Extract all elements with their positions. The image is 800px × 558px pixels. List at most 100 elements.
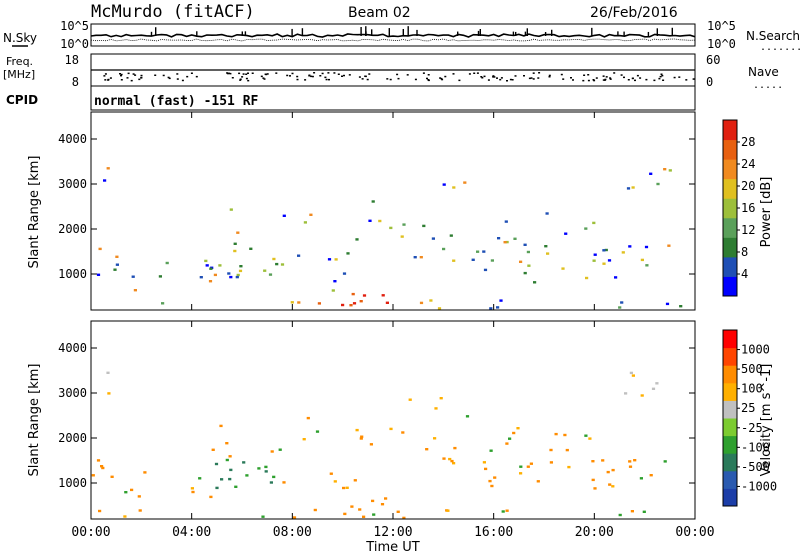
nave-marker [634,79,636,82]
nave-marker [426,77,428,80]
echo-cell [225,442,229,445]
freq-label-line1: Freq. [6,55,33,68]
echo-cell [303,221,307,224]
echo-cell [442,183,446,186]
nave-marker [325,78,328,81]
y-tick-label: 3000 [58,386,87,400]
y-tick-label: 3000 [58,177,87,191]
echo-cell [345,486,349,489]
nave-marker [481,77,484,79]
echo-cell [342,486,346,490]
echo-cell [497,237,501,240]
echo-cell [158,275,162,278]
nave-marker [386,78,389,80]
nave-marker [636,74,639,77]
echo-cell [546,252,550,255]
echo-cell [592,259,596,262]
echo-cell [439,397,443,400]
echo-cell [209,267,213,270]
echo-cell [516,427,520,430]
nave-marker [242,73,245,75]
x-tick-label: 04:00 [172,525,211,540]
echo-cell [519,465,523,468]
echo-cell [133,289,137,292]
nave-marker [140,77,143,79]
echo-cell [380,503,385,506]
echo-cell [309,213,313,216]
power-heatmap [96,167,683,310]
echo-cell [433,437,437,440]
echo-cell [355,238,359,241]
echo-cell [422,224,426,228]
echo-cell [631,374,635,377]
x-tick-label: 20:00 [575,525,614,540]
nave-label: Nave [748,65,779,79]
echo-cell [626,187,631,190]
echo-cell [639,477,643,480]
power-colorbar-label: Power [dB] [759,177,774,248]
echo-cell [496,306,500,309]
nave-marker [583,74,586,76]
echo-cell [205,264,209,267]
nave-marker [406,74,409,76]
nave-marker [604,78,607,81]
nave-marker [427,74,430,76]
nsearch-label: N.Search [746,29,800,43]
nave-marker [319,75,322,77]
echo-cell [592,221,596,225]
echo-cell [191,490,195,494]
echo-cell [389,226,393,230]
echo-cell [315,430,320,433]
echo-cell [282,214,286,217]
nave-marker [532,78,535,80]
nave-marker [107,79,110,81]
echo-cell [628,465,633,468]
nave-marker [492,75,495,77]
nave-marker [659,75,662,78]
y-tick-label: 2000 [58,431,87,445]
echo-cell [526,465,530,468]
echo-cell [378,219,382,223]
echo-cell [630,510,634,513]
echo-cell [208,280,213,283]
nave-marker [130,79,133,82]
echo-cell [505,442,509,445]
nave-marker [538,72,541,74]
freq-right-bottom-label: 0 [706,75,713,89]
echo-cell [628,245,632,248]
echo-cell [624,392,628,395]
echo-cell [204,259,208,263]
echo-cell [523,243,527,246]
colorbar-tick-label: 28 [741,135,755,149]
echo-cell [429,299,433,302]
echo-cell [484,467,488,471]
echo-cell [263,269,267,272]
echo-cell [593,487,597,490]
nave-marker [609,77,612,79]
nave-marker [506,80,508,82]
echo-cell [519,472,523,475]
y-tick-label: 4000 [58,341,87,355]
nave-marker [511,79,514,81]
colorbar-frame [722,329,738,507]
nave-marker [560,73,563,76]
colorbar-tick-label: 100 [741,382,763,396]
nave-marker [483,75,486,78]
echo-cell [508,437,512,440]
echo-cell [242,461,246,464]
nave-marker [154,74,157,76]
nave-marker [239,79,242,81]
nave-marker [613,72,616,74]
cpid-label: CPID [6,93,38,107]
nave-marker [609,78,612,80]
echo-cell [449,234,453,237]
echo-cell [341,303,345,307]
echo-cell [564,232,568,235]
colorbar-segment [723,382,737,401]
echo-cell [161,302,165,305]
echo-cell [628,460,632,463]
nave-marker [532,72,535,74]
colorbar-segment [723,139,737,160]
echo-cell [505,509,509,512]
nave-marker [140,74,143,77]
